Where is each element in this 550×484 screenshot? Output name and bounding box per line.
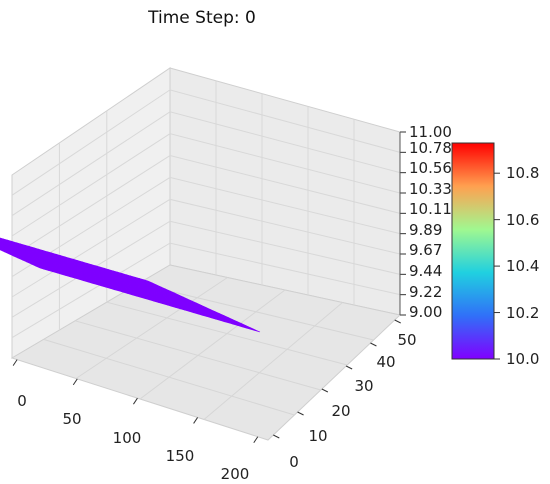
colorbar-tick-label: 10.6 <box>506 211 539 229</box>
grid-lines <box>11 80 401 420</box>
z-tick-label: 9.89 <box>409 221 442 239</box>
y-tick-label: 40 <box>376 353 395 371</box>
grid-line <box>138 283 374 341</box>
x-tick <box>72 378 78 386</box>
y-tick <box>394 319 401 324</box>
surface-cell <box>250 328 261 333</box>
z-tick-label: 9.00 <box>409 303 442 321</box>
colorbar-tick-label: 10.4 <box>506 257 539 275</box>
z-tick-label: 9.67 <box>409 241 442 259</box>
x-tick-label: 150 <box>166 447 195 465</box>
y-tick <box>321 388 329 393</box>
colorbar-tick-label: 10.8 <box>506 164 539 182</box>
axis-ticks <box>12 131 406 443</box>
chart-title: Time Step: 0 <box>147 8 256 28</box>
surface <box>0 237 261 333</box>
y-tick <box>345 365 353 370</box>
z-tick-label: 10.33 <box>409 180 452 198</box>
z-tick-label: 9.22 <box>409 283 442 301</box>
grid-line <box>75 277 228 379</box>
grid-line <box>11 176 401 278</box>
y-tick-label: 30 <box>354 377 373 395</box>
y-tick-label: 20 <box>331 402 350 420</box>
z-tick-label: 9.44 <box>409 262 442 280</box>
y-tick <box>297 411 304 416</box>
y-tick <box>370 342 377 347</box>
y-tick <box>273 434 280 439</box>
x-tick-label: 0 <box>17 392 27 410</box>
z-tick-label: 10.56 <box>409 159 452 177</box>
colorbar-tick-label: 10.0 <box>506 350 539 368</box>
y-tick-label: 50 <box>397 331 416 349</box>
z-tick-label: 10.11 <box>409 200 452 218</box>
colorbar <box>451 142 495 360</box>
colorbar-tick-label: 10.2 <box>506 304 539 322</box>
grid-line <box>139 289 286 400</box>
grid-line <box>11 220 401 318</box>
x-tick-label: 50 <box>62 410 81 428</box>
x-tick-label: 100 <box>113 429 142 447</box>
y-tick-label: 0 <box>289 453 299 471</box>
x-tick <box>12 359 18 366</box>
grid-line <box>43 338 295 416</box>
x-tick-label: 200 <box>221 465 250 483</box>
z-tick-label: 10.78 <box>409 139 452 157</box>
grid-line <box>11 111 401 217</box>
grid-line <box>203 302 343 420</box>
grid-line <box>75 320 321 391</box>
z-tick-label: 11.00 <box>409 123 452 141</box>
x-tick <box>133 397 138 405</box>
grid-line <box>11 155 401 257</box>
grid-line <box>11 242 401 339</box>
x-tick <box>193 417 199 424</box>
colorbar-ticks <box>494 172 500 360</box>
grid-line <box>11 133 401 237</box>
x-tick <box>253 436 259 443</box>
y-tick-label: 10 <box>308 427 327 445</box>
grid-line <box>106 301 348 366</box>
grid-line <box>11 89 401 196</box>
